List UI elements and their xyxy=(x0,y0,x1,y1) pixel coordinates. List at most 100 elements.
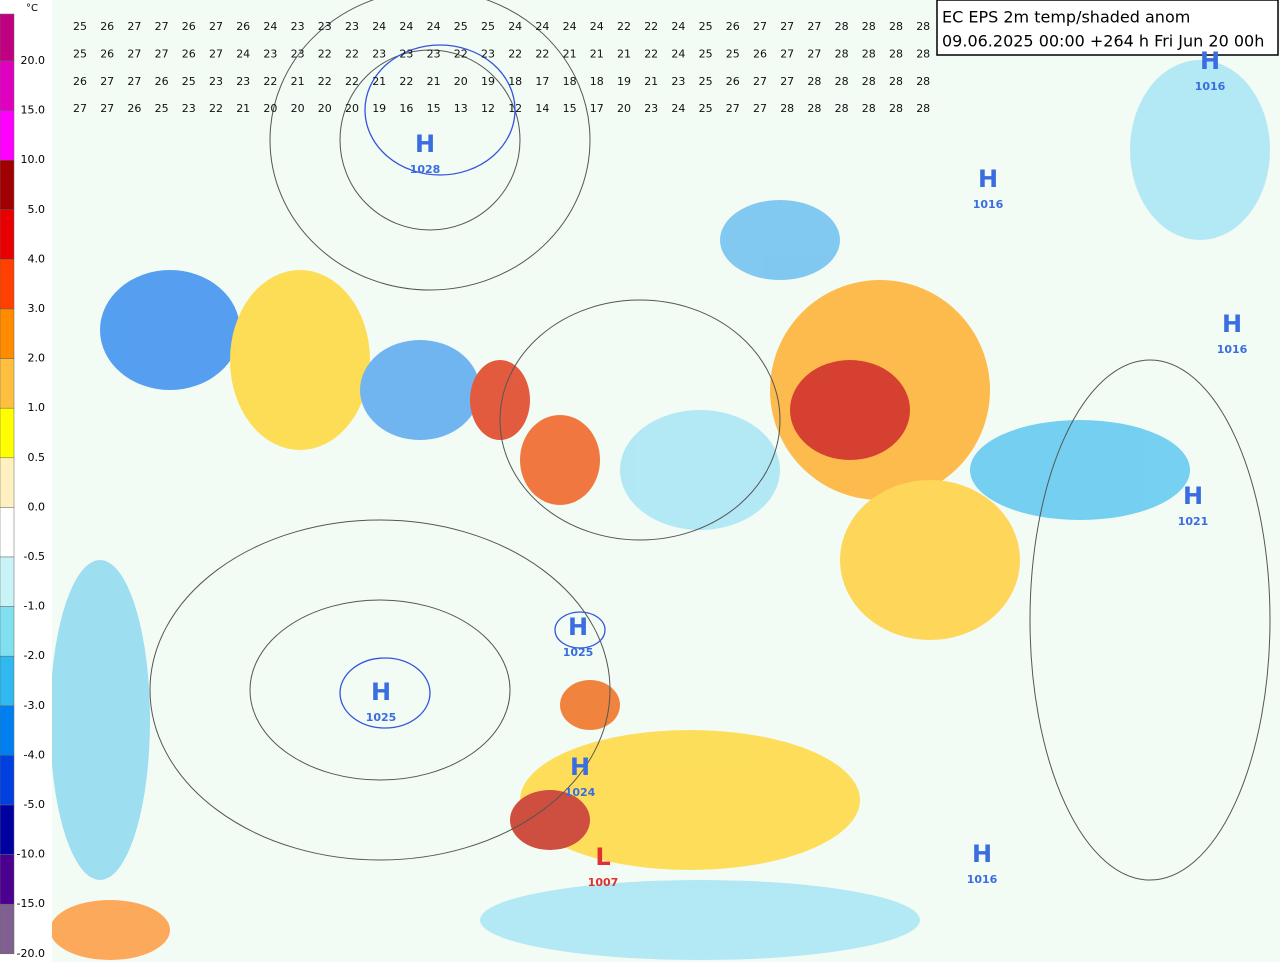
grid-value: 18 xyxy=(508,75,522,88)
grid-value: 22 xyxy=(399,75,413,88)
colorbar-swatch xyxy=(0,705,15,756)
grid-value: 24 xyxy=(671,102,685,115)
colorbar-swatch xyxy=(0,804,15,855)
colorbar-swatch xyxy=(0,556,15,607)
grid-value: 27 xyxy=(127,47,141,60)
grid-value: 23 xyxy=(481,47,495,60)
grid-value: 22 xyxy=(454,47,468,60)
grid-value: 25 xyxy=(726,47,740,60)
grid-value: 22 xyxy=(644,20,658,33)
warm-anomaly xyxy=(470,360,530,440)
grid-value: 28 xyxy=(835,102,849,115)
grid-value: 12 xyxy=(481,102,495,115)
grid-value: 20 xyxy=(318,102,332,115)
grid-value: 23 xyxy=(291,20,305,33)
grid-value: 16 xyxy=(399,102,413,115)
grid-value: 18 xyxy=(590,75,604,88)
grid-value: 15 xyxy=(563,102,577,115)
grid-value: 23 xyxy=(399,47,413,60)
grid-value: 21 xyxy=(563,47,577,60)
pressure-center-value: 1025 xyxy=(563,646,594,659)
grid-value: 27 xyxy=(100,102,114,115)
grid-value: 26 xyxy=(236,20,250,33)
grid-value: 24 xyxy=(535,20,549,33)
isobar xyxy=(339,49,521,231)
cold-anomaly xyxy=(720,200,840,280)
isobar xyxy=(499,299,781,541)
grid-value: 27 xyxy=(780,20,794,33)
pressure-center-value: 1007 xyxy=(588,876,619,889)
pressure-center-value: 1025 xyxy=(366,711,397,724)
grid-value: 18 xyxy=(563,75,577,88)
grid-value: 26 xyxy=(100,20,114,33)
colorbar-label: 3.0 xyxy=(28,302,46,315)
grid-value: 26 xyxy=(726,75,740,88)
grid-value: 26 xyxy=(753,47,767,60)
pressure-center-letter: H xyxy=(972,840,992,868)
colorbar-swatch xyxy=(0,457,15,508)
grid-value: 25 xyxy=(699,102,713,115)
grid-value: 20 xyxy=(345,102,359,115)
grid-value: 23 xyxy=(291,47,305,60)
grid-value: 28 xyxy=(889,102,903,115)
grid-value: 24 xyxy=(236,47,250,60)
grid-value: 22 xyxy=(345,75,359,88)
colorbar-label: -10.0 xyxy=(17,848,45,861)
grid-value: 17 xyxy=(535,75,549,88)
colorbar-label: 2.0 xyxy=(28,352,46,365)
cold-anomaly xyxy=(360,340,480,440)
grid-value: 28 xyxy=(916,20,930,33)
colorbar-label: -3.0 xyxy=(24,699,45,712)
grid-value: 27 xyxy=(155,47,169,60)
pressure-center-letter: H xyxy=(1200,47,1220,75)
colorbar-label: -0.5 xyxy=(24,550,45,563)
colorbar-swatch xyxy=(0,60,15,111)
grid-value: 22 xyxy=(345,47,359,60)
pressure-center-letter: H xyxy=(1183,482,1203,510)
pressure-center-letter: H xyxy=(570,753,590,781)
grid-value: 28 xyxy=(916,75,930,88)
grid-value: 26 xyxy=(127,102,141,115)
grid-value: 23 xyxy=(318,20,332,33)
colorbar-swatch xyxy=(0,755,15,806)
grid-value: 27 xyxy=(209,47,223,60)
grid-value: 24 xyxy=(372,20,386,33)
colorbar-swatch xyxy=(0,903,15,955)
grid-value: 23 xyxy=(209,75,223,88)
pressure-center-value: 1016 xyxy=(1195,80,1226,93)
grid-value: 27 xyxy=(753,20,767,33)
colorbar-label: 10.0 xyxy=(21,153,46,166)
grid-value: 28 xyxy=(916,47,930,60)
grid-value: 22 xyxy=(508,47,522,60)
high-isobars xyxy=(339,44,606,729)
grid-value: 28 xyxy=(835,75,849,88)
grid-value: 23 xyxy=(182,102,196,115)
grid-value: 27 xyxy=(726,102,740,115)
colorbar-label: -15.0 xyxy=(17,897,45,910)
colorbar-label: -20.0 xyxy=(17,947,45,960)
colorbar-swatch xyxy=(0,308,15,359)
cold-anomaly xyxy=(1130,60,1270,240)
grid-value: 24 xyxy=(263,20,277,33)
colorbar-label: 1.0 xyxy=(28,401,46,414)
cold-anomaly xyxy=(620,410,780,530)
grid-value: 28 xyxy=(889,47,903,60)
grid-value: 14 xyxy=(535,102,549,115)
grid-value: 28 xyxy=(780,102,794,115)
grid-value: 24 xyxy=(508,20,522,33)
grid-value: 27 xyxy=(807,47,821,60)
warm-anomaly xyxy=(50,900,170,960)
colorbar-swatch xyxy=(0,209,15,260)
colorbar-label: 0.5 xyxy=(28,451,46,464)
grid-value: 24 xyxy=(399,20,413,33)
grid-value: 22 xyxy=(318,47,332,60)
grid-value: 21 xyxy=(372,75,386,88)
grid-value: 22 xyxy=(318,75,332,88)
grid-value: 20 xyxy=(617,102,631,115)
grid-value: 19 xyxy=(372,102,386,115)
grid-value: 27 xyxy=(780,75,794,88)
grid-value: 22 xyxy=(209,102,223,115)
grid-value: 26 xyxy=(182,20,196,33)
grid-value: 17 xyxy=(590,102,604,115)
